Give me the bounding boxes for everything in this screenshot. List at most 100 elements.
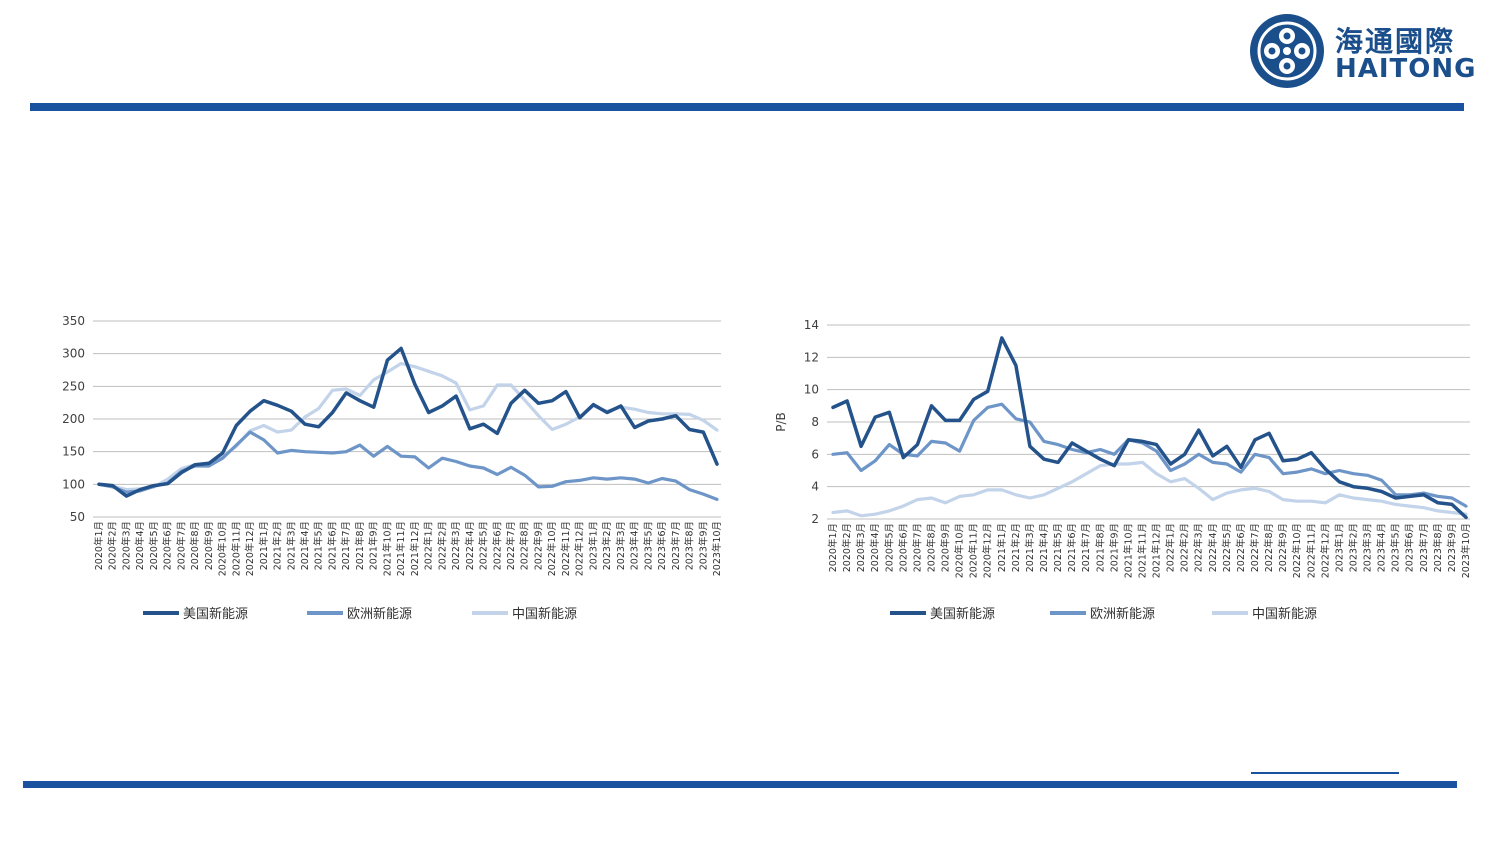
x-tick-label: 2022年9月 bbox=[1277, 523, 1289, 572]
series-line-1 bbox=[97, 346, 719, 498]
y-tick-label: 4 bbox=[811, 480, 819, 494]
y-tick-label: 100 bbox=[62, 477, 85, 491]
pb-ratio-chart: 2 4 6 8 10 12 14 P/B 2020年1月 2020年2月 2020年3月 2020年4… bbox=[765, 300, 1480, 640]
x-tick-label: 2020年6月 bbox=[897, 523, 909, 572]
x-tick-label: 2023年3月 bbox=[1362, 523, 1374, 572]
x-tick-label: 2020年7月 bbox=[911, 523, 923, 572]
y-tick-label: 300 bbox=[62, 347, 85, 361]
series-line-3 bbox=[97, 361, 719, 492]
x-tick-label: 2022年12月 bbox=[574, 521, 586, 576]
x-tick-label: 2023年4月 bbox=[1376, 523, 1388, 572]
pb-ratio-chart-svg: 2 4 6 8 10 12 14 P/B 2020年1月 2020年2月 2020年3月 2020年4… bbox=[774, 318, 1472, 622]
footer-link-underline bbox=[1251, 772, 1399, 774]
x-tick-label: 2023年3月 bbox=[615, 521, 627, 570]
y-tick-label: 2 bbox=[811, 512, 819, 526]
x-tick-label: 2021年4月 bbox=[299, 521, 311, 570]
x-tick-label: 2021年11月 bbox=[395, 521, 407, 576]
x-tick-label: 2022年9月 bbox=[532, 521, 544, 570]
x-tick-label: 2020年4月 bbox=[869, 523, 881, 572]
x-tick-label: 2023年9月 bbox=[1446, 523, 1458, 572]
x-tick-label: 2021年6月 bbox=[1066, 523, 1078, 572]
x-tick-label: 2022年7月 bbox=[505, 521, 517, 570]
x-tick-label: 2022年11月 bbox=[560, 521, 572, 576]
index-performance-chart: 50 100 150 200 250 300 350 2020年1月 2020年2月 2020年3… bbox=[45, 300, 735, 640]
x-tick-label: 2023年1月 bbox=[587, 521, 599, 570]
x-tick-label: 2023年7月 bbox=[670, 521, 682, 570]
series-line-1 bbox=[831, 336, 1468, 520]
x-tick-label: 2020年6月 bbox=[162, 521, 174, 570]
x-tick-label: 2023年5月 bbox=[1390, 523, 1402, 572]
x-tick-label: 2022年3月 bbox=[450, 521, 462, 570]
x-tick-label: 2022年8月 bbox=[519, 521, 531, 570]
y-tick-label: 12 bbox=[804, 350, 819, 364]
x-tick-label: 2021年3月 bbox=[1024, 523, 1036, 572]
legend-label: 欧洲新能源 bbox=[347, 606, 412, 622]
x-tick-label: 2022年8月 bbox=[1263, 523, 1275, 572]
x-tick-label: 2021年9月 bbox=[1108, 523, 1120, 572]
x-tick-label: 2022年1月 bbox=[1165, 523, 1177, 572]
x-tick-label: 2021年8月 bbox=[1094, 523, 1106, 572]
x-tick-label: 2023年1月 bbox=[1333, 523, 1345, 572]
x-tick-label: 2020年8月 bbox=[925, 523, 937, 572]
series-line-2 bbox=[97, 430, 719, 501]
x-tick-label: 2022年2月 bbox=[436, 521, 448, 570]
x-tick-label: 2021年8月 bbox=[354, 521, 366, 570]
x-tick-label: 2023年8月 bbox=[684, 521, 696, 570]
x-tick-label: 2022年11月 bbox=[1305, 523, 1317, 578]
haitong-logo: 海通國際 HAITONG bbox=[1248, 12, 1476, 90]
y-tick-label: 10 bbox=[804, 383, 819, 397]
x-tick-label: 2020年9月 bbox=[203, 521, 215, 570]
x-tick-label: 2021年6月 bbox=[326, 521, 338, 570]
x-tick-label: 2023年5月 bbox=[642, 521, 654, 570]
x-tick-label: 2020年11月 bbox=[968, 523, 980, 578]
y-tick-label: 200 bbox=[62, 412, 85, 426]
x-tick-label: 2022年7月 bbox=[1249, 523, 1261, 572]
x-tick-label: 2022年6月 bbox=[491, 521, 503, 570]
x-tick-label: 2023年6月 bbox=[656, 521, 668, 570]
legend-label: 美国新能源 bbox=[183, 606, 248, 622]
x-tick-label: 2022年4月 bbox=[464, 521, 476, 570]
x-tick-label: 2021年12月 bbox=[1151, 523, 1163, 578]
y-tick-label: 14 bbox=[804, 318, 819, 332]
x-tick-label: 2020年7月 bbox=[175, 521, 187, 570]
x-tick-label: 2021年2月 bbox=[1010, 523, 1022, 572]
y-tick-label: 8 bbox=[811, 415, 819, 429]
x-tick-label: 2021年1月 bbox=[996, 523, 1008, 572]
x-tick-label: 2023年4月 bbox=[629, 521, 641, 570]
y-tick-label: 150 bbox=[62, 445, 85, 459]
x-tick-label: 2021年7月 bbox=[340, 521, 352, 570]
x-tick-label: 2023年8月 bbox=[1432, 523, 1444, 572]
x-tick-label: 2020年11月 bbox=[230, 521, 242, 576]
x-tick-label: 2023年10月 bbox=[711, 521, 723, 576]
index-performance-chart-svg: 50 100 150 200 250 300 350 2020年1月 2020年2月 2020年3… bbox=[62, 314, 723, 622]
x-tick-label: 2022年6月 bbox=[1235, 523, 1247, 572]
legend-label: 欧洲新能源 bbox=[1090, 606, 1155, 622]
x-tick-label: 2022年10月 bbox=[1291, 523, 1303, 578]
x-tick-label: 2023年6月 bbox=[1404, 523, 1416, 572]
x-tick-label: 2020年4月 bbox=[134, 521, 146, 570]
x-tick-label: 2020年9月 bbox=[940, 523, 952, 572]
x-tick-label: 2022年1月 bbox=[423, 521, 435, 570]
series-line-3 bbox=[831, 460, 1468, 518]
y-tick-label: 6 bbox=[811, 447, 819, 461]
legend-label: 中国新能源 bbox=[512, 606, 577, 622]
haitong-emblem-icon bbox=[1250, 14, 1324, 88]
x-tick-label: 2021年4月 bbox=[1038, 523, 1050, 572]
x-tick-label: 2022年5月 bbox=[478, 521, 490, 570]
y-tick-label: 250 bbox=[62, 379, 85, 393]
x-tick-label: 2022年4月 bbox=[1207, 523, 1219, 572]
x-tick-label: 2021年2月 bbox=[272, 521, 284, 570]
x-tick-label: 2020年10月 bbox=[954, 523, 966, 578]
x-tick-label: 2023年10月 bbox=[1460, 523, 1472, 578]
x-tick-label: 2023年2月 bbox=[1347, 523, 1359, 572]
footer-divider-bar bbox=[23, 781, 1457, 788]
x-tick-label: 2023年2月 bbox=[601, 521, 613, 570]
y-tick-label: 50 bbox=[70, 510, 85, 524]
legend-label: 中国新能源 bbox=[1252, 606, 1317, 622]
x-tick-label: 2020年5月 bbox=[148, 521, 160, 570]
x-tick-label: 2020年1月 bbox=[827, 523, 839, 572]
x-tick-label: 2020年12月 bbox=[982, 523, 994, 578]
y-tick-label: 350 bbox=[62, 314, 85, 328]
series-line-2 bbox=[831, 402, 1468, 508]
x-tick-label: 2020年2月 bbox=[841, 523, 853, 572]
